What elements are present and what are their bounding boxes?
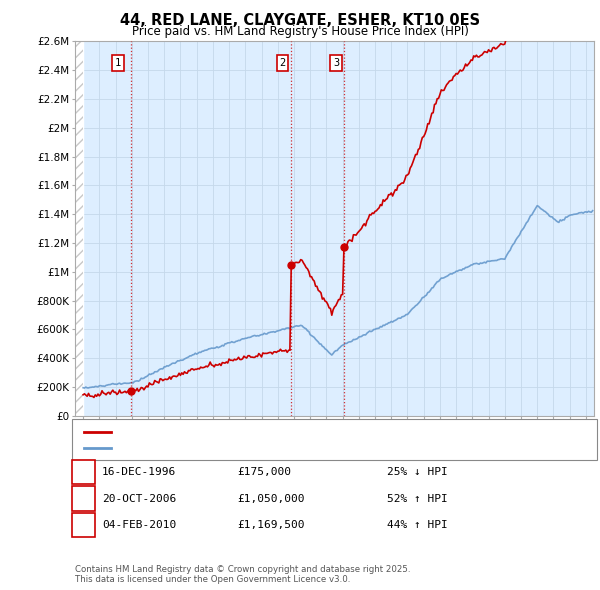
Text: 3: 3 xyxy=(80,520,87,530)
Text: £1,050,000: £1,050,000 xyxy=(237,494,305,503)
Text: 3: 3 xyxy=(333,58,339,68)
Text: 04-FEB-2010: 04-FEB-2010 xyxy=(102,520,176,530)
Text: 2: 2 xyxy=(80,494,87,503)
Text: 44% ↑ HPI: 44% ↑ HPI xyxy=(387,520,448,530)
Text: Contains HM Land Registry data © Crown copyright and database right 2025.
This d: Contains HM Land Registry data © Crown c… xyxy=(75,565,410,584)
Text: 44, RED LANE, CLAYGATE, ESHER, KT10 0ES (detached house): 44, RED LANE, CLAYGATE, ESHER, KT10 0ES … xyxy=(116,427,439,437)
Text: 20-OCT-2006: 20-OCT-2006 xyxy=(102,494,176,503)
Text: £1,169,500: £1,169,500 xyxy=(237,520,305,530)
Text: 16-DEC-1996: 16-DEC-1996 xyxy=(102,467,176,477)
Text: 44, RED LANE, CLAYGATE, ESHER, KT10 0ES: 44, RED LANE, CLAYGATE, ESHER, KT10 0ES xyxy=(120,13,480,28)
Text: 1: 1 xyxy=(80,467,87,477)
Text: 52% ↑ HPI: 52% ↑ HPI xyxy=(387,494,448,503)
Text: 25% ↓ HPI: 25% ↓ HPI xyxy=(387,467,448,477)
Text: HPI: Average price, detached house, Elmbridge: HPI: Average price, detached house, Elmb… xyxy=(116,444,362,453)
Text: 1: 1 xyxy=(115,58,121,68)
Text: 2: 2 xyxy=(280,58,286,68)
Text: £175,000: £175,000 xyxy=(237,467,291,477)
Bar xyxy=(75,41,83,416)
Text: Price paid vs. HM Land Registry's House Price Index (HPI): Price paid vs. HM Land Registry's House … xyxy=(131,25,469,38)
